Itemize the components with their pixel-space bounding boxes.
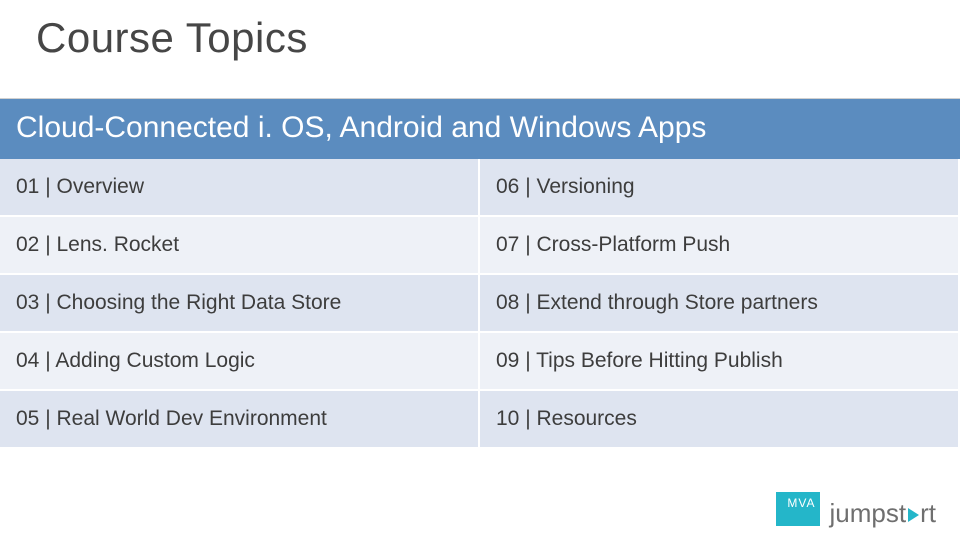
table-cell: 04 | Adding Custom Logic bbox=[0, 333, 480, 391]
jumpstart-prefix: jumpst bbox=[830, 500, 907, 526]
table-cell: 02 | Lens. Rocket bbox=[0, 217, 480, 275]
jumpstart-suffix: rt bbox=[920, 500, 936, 526]
table-cell: 10 | Resources bbox=[480, 391, 960, 449]
mva-logo: MVA bbox=[776, 492, 820, 526]
topics-table: 01 | Overview 06 | Versioning 02 | Lens.… bbox=[0, 159, 960, 449]
play-triangle-icon bbox=[908, 508, 919, 522]
table-cell: 09 | Tips Before Hitting Publish bbox=[480, 333, 960, 391]
jumpstart-logo: jumpst rt bbox=[830, 500, 936, 526]
table-cell: 07 | Cross-Platform Push bbox=[480, 217, 960, 275]
footer: MVA jumpst rt bbox=[776, 492, 936, 526]
table-cell: 03 | Choosing the Right Data Store bbox=[0, 275, 480, 333]
table-cell: 01 | Overview bbox=[0, 159, 480, 217]
page-title: Course Topics bbox=[0, 0, 960, 62]
slide: Course Topics Cloud-Connected i. OS, And… bbox=[0, 0, 960, 540]
table-cell: 05 | Real World Dev Environment bbox=[0, 391, 480, 449]
section-banner: Cloud-Connected i. OS, Android and Windo… bbox=[0, 98, 960, 159]
table-cell: 06 | Versioning bbox=[480, 159, 960, 217]
table-cell: 08 | Extend through Store partners bbox=[480, 275, 960, 333]
